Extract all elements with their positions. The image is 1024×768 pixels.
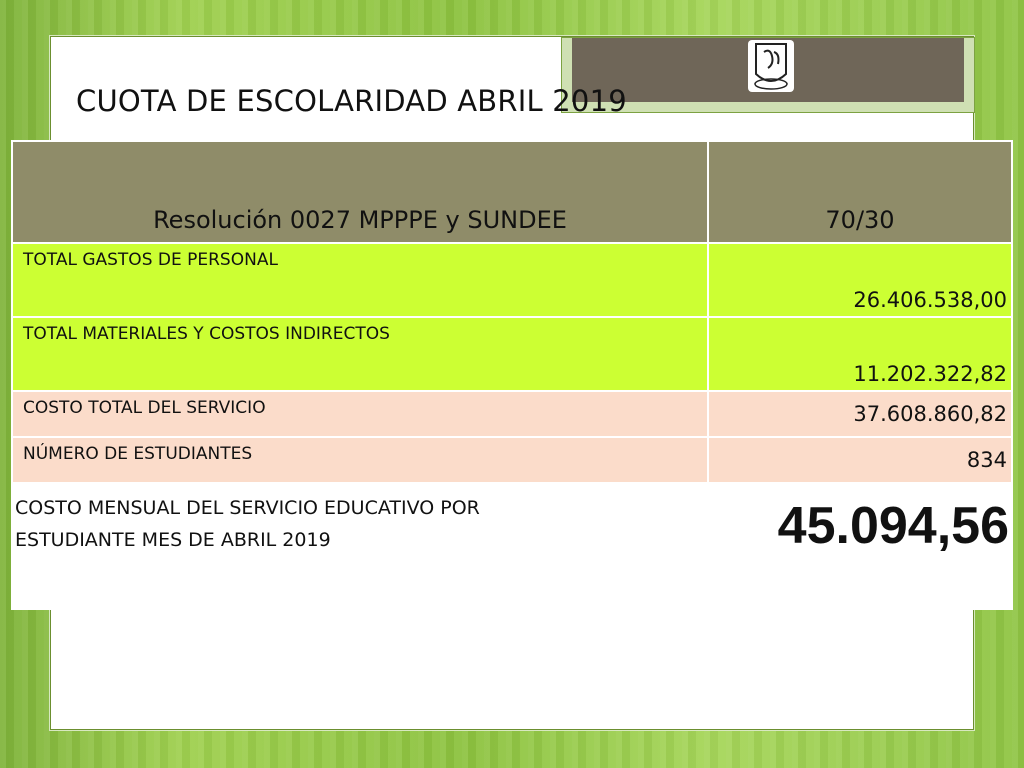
monthly-cost-label: COSTO MENSUAL DEL SERVICIO EDUCATIVO POR…: [11, 482, 709, 610]
row-label: TOTAL GASTOS DE PERSONAL: [11, 242, 709, 318]
monthly-cost-label-line2: ESTUDIANTE MES DE ABRIL 2019: [15, 529, 331, 551]
logo-banner: [572, 38, 964, 102]
row-label: TOTAL MATERIALES Y COSTOS INDIRECTOS: [11, 316, 709, 392]
row-value: 11.202.322,82: [707, 316, 1013, 392]
school-crest-logo-icon: [748, 40, 794, 92]
row-value: 26.406.538,00: [707, 242, 1013, 318]
table-row: COSTO TOTAL DEL SERVICIO 37.608.860,82: [11, 390, 1013, 438]
table-row: TOTAL MATERIALES Y COSTOS INDIRECTOS 11.…: [11, 316, 1013, 392]
table-header-row: Resolución 0027 MPPPE y SUNDEE 70/30: [11, 140, 1013, 244]
row-value: 834: [707, 436, 1013, 484]
monthly-cost-label-line1: COSTO MENSUAL DEL SERVICIO EDUCATIVO POR: [15, 497, 480, 519]
row-label: COSTO TOTAL DEL SERVICIO: [11, 390, 709, 438]
row-label: NÚMERO DE ESTUDIANTES: [11, 436, 709, 484]
fee-table: Resolución 0027 MPPPE y SUNDEE 70/30 TOT…: [11, 140, 1013, 610]
row-value: 37.608.860,82: [707, 390, 1013, 438]
page-title: CUOTA DE ESCOLARIDAD ABRIL 2019: [76, 84, 627, 118]
header-resolution: Resolución 0027 MPPPE y SUNDEE: [11, 140, 709, 244]
monthly-cost-value: 45.094,56: [707, 482, 1013, 610]
header-ratio: 70/30: [707, 140, 1013, 244]
logo-frame: [561, 37, 975, 113]
total-row: COSTO MENSUAL DEL SERVICIO EDUCATIVO POR…: [11, 482, 1013, 610]
table-row: TOTAL GASTOS DE PERSONAL 26.406.538,00: [11, 242, 1013, 318]
table-row: NÚMERO DE ESTUDIANTES 834: [11, 436, 1013, 484]
